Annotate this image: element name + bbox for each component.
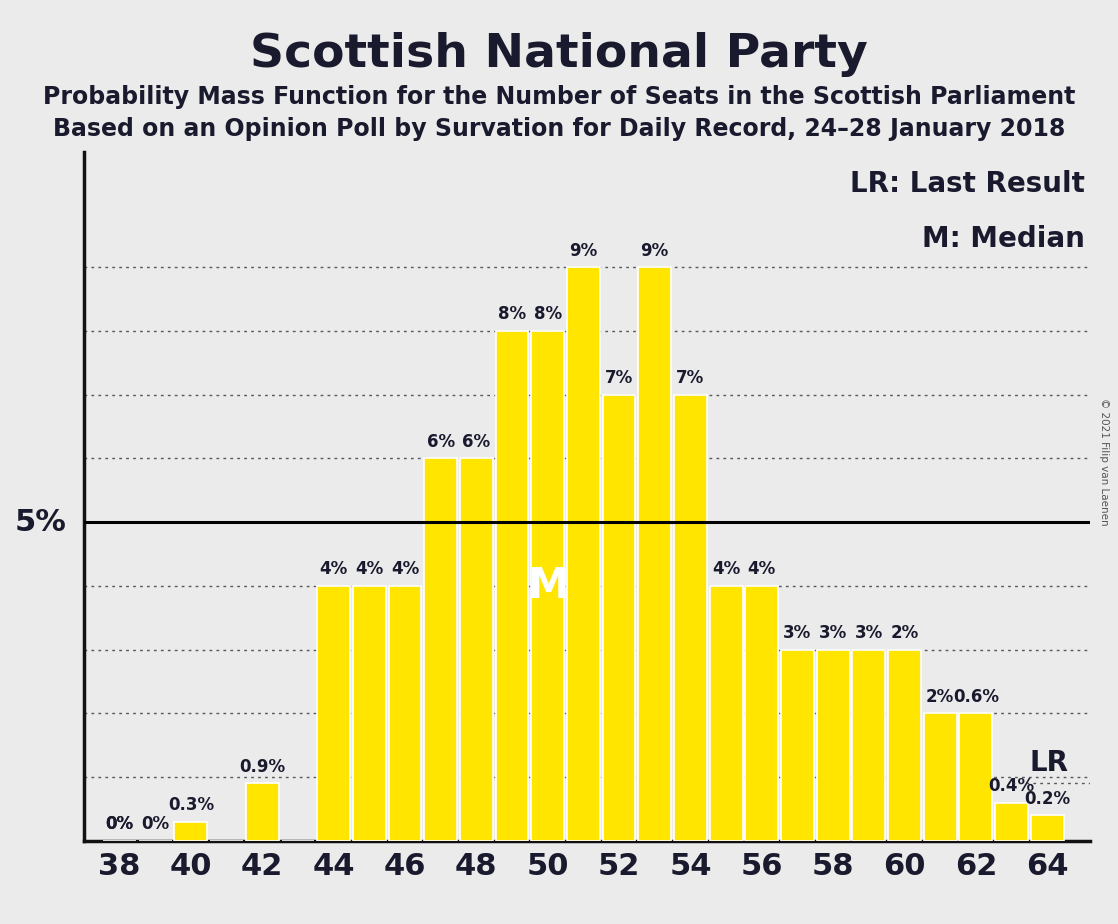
Bar [1031,815,1063,841]
Bar [531,331,565,841]
Text: © 2021 Filip van Laenen: © 2021 Filip van Laenen [1099,398,1109,526]
Text: 0.6%: 0.6% [953,687,998,706]
Text: 4%: 4% [320,560,348,578]
Bar [674,395,707,841]
Bar [995,803,1027,841]
Text: 4%: 4% [748,560,776,578]
Text: 7%: 7% [676,369,704,387]
Bar [746,586,778,841]
Bar [389,586,421,841]
Text: 8%: 8% [533,305,561,323]
Text: 9%: 9% [641,241,669,260]
Text: 7%: 7% [605,369,633,387]
Text: 0.3%: 0.3% [168,796,214,814]
Text: M: Median: M: Median [922,225,1084,253]
Text: LR: LR [1030,749,1069,777]
Text: Probability Mass Function for the Number of Seats in the Scottish Parliament: Probability Mass Function for the Number… [42,85,1076,109]
Text: 2%: 2% [926,687,955,706]
Text: Based on an Opinion Poll by Survation for Daily Record, 24–28 January 2018: Based on an Opinion Poll by Survation fo… [53,117,1065,141]
Text: M: M [527,565,568,607]
Text: 6%: 6% [462,432,491,451]
Text: 4%: 4% [356,560,383,578]
Bar [638,267,671,841]
Bar [959,713,993,841]
Bar [567,267,599,841]
Text: 5%: 5% [15,507,66,537]
Text: 0.2%: 0.2% [1024,790,1070,808]
Text: Scottish National Party: Scottish National Party [250,32,868,78]
Bar [495,331,529,841]
Text: 9%: 9% [569,241,597,260]
Text: LR: Last Result: LR: Last Result [850,170,1084,198]
Text: 2%: 2% [890,624,919,642]
Text: 4%: 4% [391,560,419,578]
Bar [318,586,350,841]
Text: 3%: 3% [784,624,812,642]
Bar [817,650,850,841]
Bar [923,713,957,841]
Bar [603,395,635,841]
Bar [424,458,457,841]
Text: 0.9%: 0.9% [239,758,285,776]
Bar [888,650,921,841]
Text: 0.4%: 0.4% [988,777,1034,795]
Bar [174,821,207,841]
Bar [246,784,278,841]
Bar [852,650,885,841]
Text: 3%: 3% [819,624,847,642]
Text: 4%: 4% [712,560,740,578]
Bar [459,458,493,841]
Bar [710,586,742,841]
Text: 0%: 0% [105,815,133,833]
Text: 3%: 3% [854,624,883,642]
Text: 0%: 0% [141,815,169,833]
Text: 6%: 6% [427,432,455,451]
Bar [353,586,386,841]
Text: 8%: 8% [498,305,527,323]
Bar [781,650,814,841]
Text: 0%: 0% [105,815,133,833]
